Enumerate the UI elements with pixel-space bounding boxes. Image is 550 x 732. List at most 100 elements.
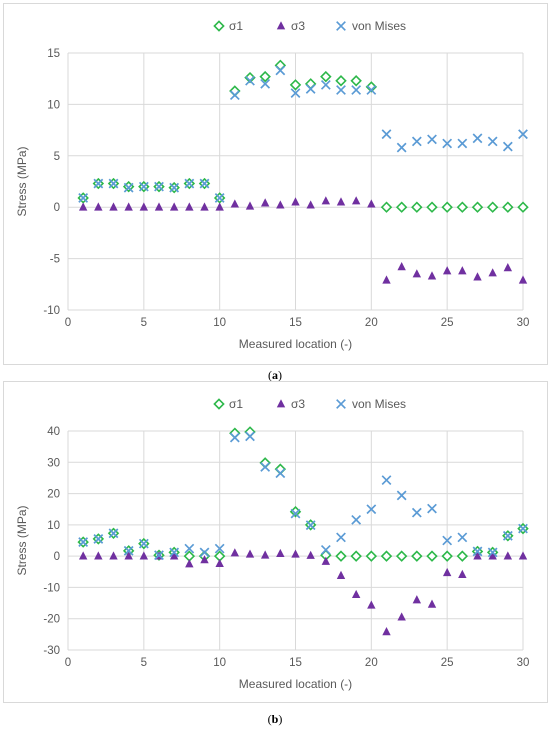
chart-a-point bbox=[304, 78, 317, 90]
chart-a-point bbox=[503, 263, 513, 272]
chart-b-y-axis-title: Stress (MPa) bbox=[15, 505, 29, 575]
chart-b-legend-label: σ3 bbox=[291, 397, 305, 411]
chart-b-point bbox=[123, 545, 134, 556]
chart-b-point bbox=[169, 547, 180, 558]
chart-a-point bbox=[245, 75, 255, 86]
chart-b-point bbox=[365, 550, 378, 562]
chart-a-point bbox=[456, 201, 469, 213]
chart-a-point bbox=[169, 182, 180, 193]
chart-a-point bbox=[230, 199, 240, 208]
chart-b-point bbox=[185, 559, 194, 568]
chart-a-ytick-label: 10 bbox=[47, 99, 60, 111]
chart-a-point bbox=[517, 201, 529, 213]
chart-a-legend-label: σ1 bbox=[229, 19, 243, 33]
chart-a-point bbox=[486, 201, 499, 213]
chart-a-point bbox=[123, 182, 134, 193]
chart-b-point bbox=[442, 567, 452, 577]
chart-a-point bbox=[169, 202, 179, 211]
chart-b-point bbox=[276, 548, 285, 558]
chart-a-point bbox=[441, 201, 453, 213]
chart-a-point bbox=[365, 81, 378, 93]
caption-b: (b) bbox=[267, 712, 283, 726]
chart-b-series-2 bbox=[78, 431, 528, 561]
chart-a-point bbox=[306, 200, 315, 209]
chart-a-point bbox=[260, 198, 270, 207]
chart-b-xtick-label: 25 bbox=[441, 657, 454, 669]
chart-b-point bbox=[290, 508, 301, 519]
chart-a-legend-label: σ3 bbox=[291, 19, 305, 33]
chart-b-point bbox=[94, 551, 103, 560]
chart-a-legend-item-2: von Mises bbox=[336, 19, 406, 33]
chart-b-ytick-label: -20 bbox=[43, 614, 60, 626]
chart-b-point bbox=[200, 555, 209, 564]
chart-a-point bbox=[320, 79, 331, 90]
chart-b-point bbox=[380, 550, 393, 562]
chart-a-point bbox=[78, 193, 89, 203]
chart-a-ytick-label: 5 bbox=[54, 151, 60, 163]
chart-a-xtick-label: 10 bbox=[213, 317, 226, 329]
chart-b-point bbox=[411, 550, 423, 562]
chart-b-legend-item-2: von Mises bbox=[336, 397, 406, 411]
chart-b-xtick-label: 20 bbox=[365, 657, 378, 669]
chart-b-point bbox=[169, 551, 179, 560]
chart-a-point bbox=[274, 59, 287, 72]
chart-b-point bbox=[395, 550, 408, 562]
chart-a-point bbox=[94, 202, 103, 211]
chart-b-point bbox=[382, 627, 391, 636]
chart-a-point bbox=[396, 142, 407, 153]
chart-b-point bbox=[472, 546, 483, 557]
chart-b-point bbox=[154, 550, 164, 561]
chart-b-legend-item-0: σ1 bbox=[213, 397, 243, 411]
chart-a-point bbox=[412, 269, 422, 278]
chart-a-point bbox=[214, 193, 225, 203]
chart-a-point bbox=[382, 275, 391, 284]
chart-b-legend-label: σ1 bbox=[229, 397, 243, 411]
chart-b-point bbox=[458, 569, 467, 579]
chart-b-point bbox=[245, 431, 255, 442]
chart-a-point bbox=[245, 201, 255, 210]
chart-a-point bbox=[291, 197, 300, 206]
chart-a-legend-item-1: σ3 bbox=[276, 19, 305, 33]
chart-b-xtick-label: 30 bbox=[517, 657, 530, 669]
chart-b-point bbox=[503, 551, 513, 560]
chart-b-point bbox=[289, 505, 302, 518]
chart-a-point bbox=[350, 75, 362, 87]
chart-panel-b: 0 5 10 15 20 25 30 -30 -20 -10 0 10 20 30 40 Measured l… bbox=[3, 381, 548, 703]
chart-b-point bbox=[441, 550, 453, 562]
chart-a-point bbox=[78, 202, 88, 211]
chart-b-point bbox=[412, 595, 422, 604]
chart-b-point bbox=[397, 612, 406, 621]
chart-b-ytick-label: 0 bbox=[54, 551, 60, 563]
chart-b-point bbox=[275, 468, 286, 479]
chart-b-point bbox=[139, 551, 149, 560]
chart-a-point bbox=[473, 272, 482, 281]
chart-b-point bbox=[230, 548, 240, 557]
chart-a-point bbox=[200, 202, 209, 211]
chart-b-point bbox=[78, 551, 88, 560]
chart-b-point bbox=[502, 530, 513, 541]
chart-b-point bbox=[367, 600, 376, 609]
chart-a-point bbox=[275, 65, 286, 76]
chart-a-point bbox=[244, 71, 256, 84]
chart-b-ytick-label: 30 bbox=[47, 457, 60, 469]
chart-a-x-axis-title: Measured location (-) bbox=[239, 337, 352, 351]
chart-b-point bbox=[427, 599, 437, 608]
chart-a-xtick-label: 0 bbox=[65, 317, 71, 329]
chart-a-point bbox=[502, 201, 514, 213]
chart-a-point bbox=[276, 200, 285, 209]
chart-a-legend-item-0: σ1 bbox=[213, 19, 243, 33]
chart-b-point bbox=[245, 549, 255, 558]
chart-b-point bbox=[199, 547, 210, 558]
chart-b-xtick-label: 10 bbox=[213, 657, 226, 669]
chart-a-point bbox=[320, 70, 332, 83]
chart-a-point bbox=[124, 202, 133, 211]
chart-a-legend-label: von Mises bbox=[352, 19, 406, 33]
chart-a-point bbox=[442, 266, 452, 275]
chart-b-legend-item-1: σ3 bbox=[276, 397, 305, 411]
chart-b-point bbox=[335, 550, 347, 562]
chart-a-point bbox=[367, 199, 376, 208]
chart-a-point bbox=[109, 202, 118, 211]
chart-a-svg: 0 5 10 15 20 25 30 -10 -5 0 5 10 15 Measured location… bbox=[15, 19, 529, 351]
chart-a-legend-marker bbox=[213, 20, 225, 32]
chart-b-xtick-label: 0 bbox=[65, 657, 71, 669]
